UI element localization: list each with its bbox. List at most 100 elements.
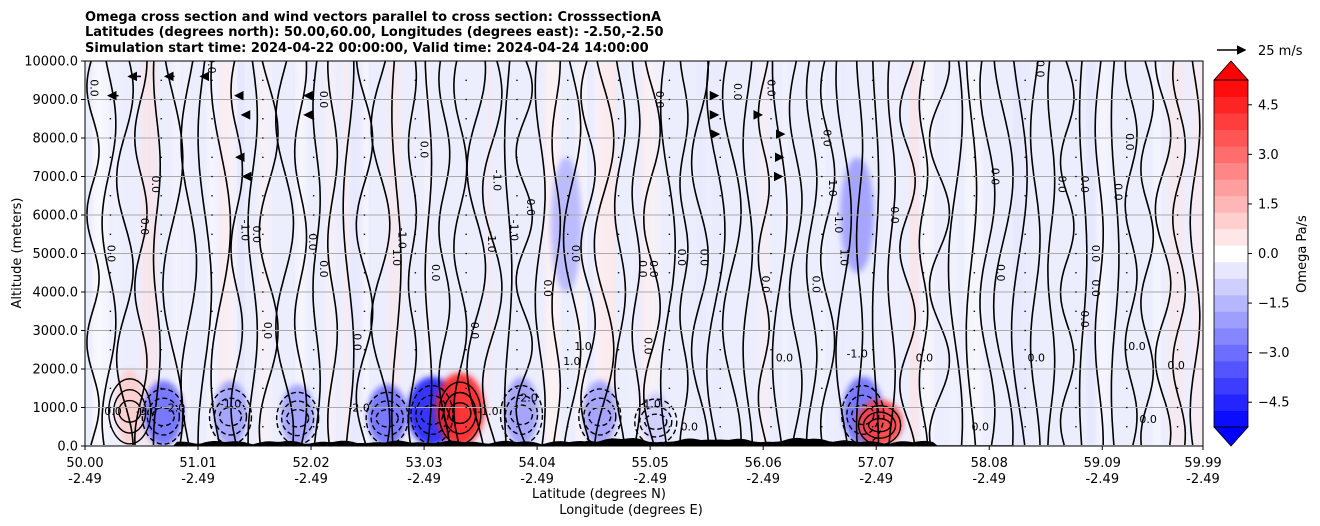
wind-vector-dot bbox=[566, 98, 569, 101]
wind-vector-dot bbox=[516, 156, 518, 159]
wind-vector-dot bbox=[922, 348, 925, 351]
wind-vector-dot bbox=[211, 310, 213, 313]
y-tick-label: 5000.0 bbox=[33, 247, 79, 262]
wind-vector-dot bbox=[465, 79, 467, 82]
y-tick-label: 8000.0 bbox=[33, 132, 79, 147]
wind-vector-dot bbox=[617, 291, 620, 293]
wind-vector-dot bbox=[516, 137, 518, 139]
colorbar-tick-label: −4.5 bbox=[1258, 396, 1290, 411]
wind-vector-dot bbox=[617, 406, 620, 409]
wind-vector-dot bbox=[770, 310, 772, 313]
wind-vector-dot bbox=[109, 214, 112, 216]
wind-vector-dot bbox=[414, 117, 417, 120]
wind-vector-dot bbox=[973, 291, 976, 293]
wind-vector-dot bbox=[363, 156, 366, 159]
wind-vector-dot bbox=[414, 329, 417, 332]
wind-vector-dot bbox=[617, 214, 620, 216]
x-tick-label-lon: -2.49 bbox=[972, 472, 1006, 487]
wind-vector-dot bbox=[211, 117, 213, 120]
wind-vector-dot bbox=[160, 214, 163, 216]
contour-loop bbox=[639, 405, 673, 438]
wind-vector-dot bbox=[211, 233, 213, 236]
wind-vector-dot bbox=[160, 406, 163, 409]
colorbar-band bbox=[1214, 113, 1248, 131]
wind-vector-dot bbox=[719, 156, 722, 159]
wind-vector-dot bbox=[770, 368, 772, 370]
contour-label: 0.0 bbox=[759, 276, 772, 294]
wind-vector-dot bbox=[566, 425, 569, 428]
contour-label: 0.0 bbox=[636, 260, 649, 278]
wind-vector-dot bbox=[668, 79, 671, 82]
wind-vector-dot bbox=[821, 233, 823, 236]
colorbar-tick-label: 4.5 bbox=[1258, 98, 1279, 113]
contour-label: 1.0 bbox=[563, 355, 581, 368]
wind-vector-dot bbox=[1125, 271, 1128, 274]
wind-vector-dot bbox=[871, 137, 874, 139]
wind-vector-dot bbox=[1176, 214, 1179, 216]
wind-vector-dot bbox=[973, 117, 976, 120]
contour-label: 0.0 bbox=[306, 233, 319, 251]
contour-label: 0.0 bbox=[1078, 310, 1091, 328]
wind-vector-dot bbox=[109, 156, 112, 159]
wind-vector-dot bbox=[871, 291, 874, 293]
colorbar-band bbox=[1214, 311, 1248, 329]
x-tick-label-lon: -2.49 bbox=[1085, 472, 1119, 487]
contour-label: 0.0 bbox=[317, 260, 330, 278]
wind-vector-dot bbox=[1024, 368, 1026, 370]
wind-vector-dot bbox=[719, 137, 722, 139]
x-tick-label-lon: -2.49 bbox=[68, 472, 102, 487]
wind-vector-dot bbox=[363, 387, 366, 390]
wind-vector-dot bbox=[363, 175, 366, 178]
wind-vector-dot bbox=[566, 233, 569, 236]
wind-vector-dot bbox=[109, 98, 112, 101]
y-tick-label: 0.0 bbox=[57, 440, 78, 455]
wind-vector-dot bbox=[312, 425, 315, 428]
wind-vector-dot bbox=[668, 117, 671, 120]
wind-vector-dot bbox=[262, 117, 264, 120]
wind-vector-dot bbox=[871, 348, 874, 351]
wind-vector-dot bbox=[1024, 348, 1026, 351]
wind-vector-dot bbox=[1024, 252, 1026, 255]
wind-vector-dot bbox=[414, 233, 417, 236]
contour-label: 0.0 bbox=[1128, 340, 1146, 353]
wind-vector-dot bbox=[516, 79, 518, 82]
wind-vector-dot bbox=[312, 194, 315, 197]
wind-vector-dot bbox=[516, 98, 518, 101]
wind-vector-dot bbox=[973, 271, 976, 274]
wind-vector-dot bbox=[1024, 117, 1026, 120]
wind-vector-dot bbox=[1176, 98, 1179, 101]
contour-label: 0.0 bbox=[418, 141, 431, 159]
contour-label: 0.0 bbox=[994, 264, 1007, 282]
wind-vector-dot bbox=[1075, 310, 1077, 313]
wind-vector-dot bbox=[516, 310, 518, 313]
contour-label: 0.0 bbox=[541, 279, 554, 297]
wind-vector-dot bbox=[465, 387, 467, 390]
wind-vector-dot bbox=[211, 348, 213, 351]
wind-vector-dot bbox=[1125, 79, 1128, 82]
wind-vector-dot bbox=[770, 194, 772, 197]
wind-vector-dot bbox=[770, 329, 772, 332]
wind-vector-dot bbox=[1024, 387, 1026, 390]
wind-vector-dot bbox=[1075, 137, 1077, 139]
wind-vector-dot bbox=[312, 310, 315, 313]
chart-title-line-1: Omega cross section and wind vectors par… bbox=[85, 10, 661, 25]
wind-vector-dot bbox=[566, 406, 569, 409]
x-tick-label-lat: 59.09 bbox=[1084, 456, 1121, 471]
x-tick-label-lat: 50.00 bbox=[66, 456, 103, 471]
wind-vector-dot bbox=[211, 175, 213, 178]
wind-vector-dot bbox=[668, 156, 671, 159]
wind-vector-dot bbox=[1075, 156, 1077, 159]
wind-vector-dot bbox=[821, 291, 823, 293]
wind-vector-dot bbox=[821, 79, 823, 82]
wind-vector-dot bbox=[973, 329, 976, 332]
contour-loop bbox=[588, 406, 612, 427]
wind-vector-dot bbox=[1075, 233, 1077, 236]
quiver-key: 25 m/s bbox=[1217, 44, 1303, 59]
wind-vector-dot bbox=[668, 348, 671, 351]
wind-vector-dot bbox=[160, 233, 163, 236]
wind-vector-dot bbox=[821, 406, 823, 409]
contour-label: -2.0 bbox=[516, 392, 537, 405]
wind-vector-dot bbox=[516, 425, 518, 428]
wind-vector-dot bbox=[1024, 291, 1026, 293]
plot-area: 0.00.00.00.00.00.00.00.0-1.00.00.0-1.01.… bbox=[84, 60, 1204, 447]
